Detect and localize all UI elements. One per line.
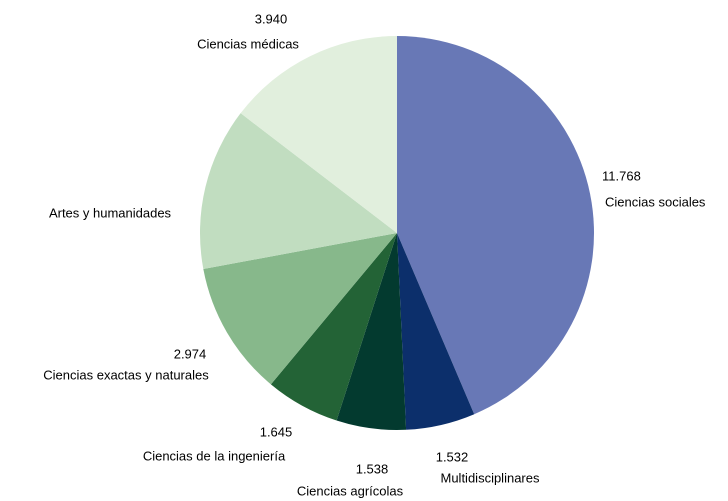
pie-slice [336,233,407,431]
pie-slice [203,233,397,385]
pie-slice [270,233,397,421]
value-label: 1.645 [260,424,293,439]
value-label: 1.532 [436,449,469,464]
value-label: 2.974 [174,346,207,361]
category-label: Ciencias sociales [605,194,706,209]
pie-slice [397,36,594,415]
category-label: Ciencias agrícolas [297,483,404,498]
category-label: Ciencias médicas [197,36,299,51]
pie-slice [397,233,475,430]
value-label: 11.768 [602,168,641,183]
category-label: Artes y humanidades [49,205,172,220]
category-label: Multidisciplinares [441,470,540,485]
pie-slice [240,36,397,233]
pie-slice [200,113,397,270]
value-label: 1.538 [356,461,389,476]
category-label: Ciencias de la ingeniería [143,448,286,463]
category-label: Ciencias exactas y naturales [43,367,209,382]
value-label: 3.940 [255,11,288,26]
